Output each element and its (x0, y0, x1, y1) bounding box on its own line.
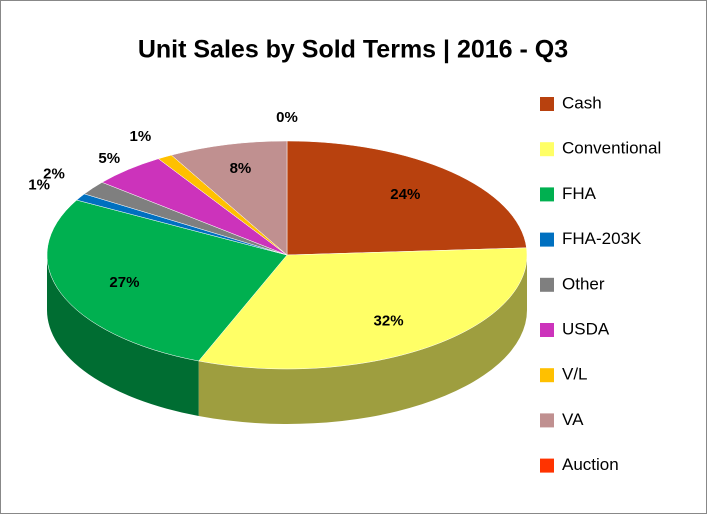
slice-side (198, 255, 528, 424)
legend-label: Cash (562, 93, 602, 112)
slice (170, 140, 288, 256)
legend-label: Conventional (562, 139, 661, 158)
legend-swatch (540, 232, 554, 247)
slice (46, 199, 288, 362)
data-label: 1% (130, 128, 152, 145)
legend-label: USDA (562, 319, 610, 338)
slice (286, 140, 527, 256)
legend-swatch (540, 277, 554, 292)
chart-title: Unit Sales by Sold Terms | 2016 - Q3 (138, 36, 568, 64)
data-label: 8% (230, 160, 252, 177)
legend-swatch (540, 187, 554, 202)
legend-label: Other (562, 274, 605, 293)
legend-label: V/L (562, 365, 588, 384)
data-label: 24% (390, 186, 420, 203)
legend-swatch (540, 142, 554, 157)
legend-label: FHA-203K (562, 229, 642, 248)
data-label: 5% (98, 150, 120, 167)
legend-swatch (540, 323, 554, 337)
legend-swatch (540, 458, 554, 473)
slice (198, 247, 528, 370)
legend-label: Auction (562, 455, 619, 474)
legend-swatch (540, 368, 554, 383)
data-label: 0% (276, 109, 298, 126)
legend-label: FHA (562, 184, 597, 203)
data-label: 27% (109, 274, 139, 291)
legend-swatch (540, 97, 554, 111)
data-label: 32% (374, 312, 404, 329)
legend-label: VA (562, 410, 584, 429)
data-label: 2% (43, 166, 65, 183)
legend-swatch (540, 413, 554, 428)
slice-side (47, 255, 199, 416)
data-label: 1% (28, 176, 50, 193)
